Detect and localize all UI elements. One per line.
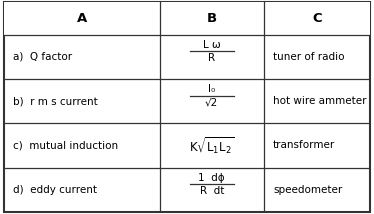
Text: b)  r m s current: b) r m s current	[13, 96, 98, 106]
Text: speedometer: speedometer	[273, 185, 342, 195]
Text: R  dt: R dt	[200, 186, 224, 196]
Text: transformer: transformer	[273, 140, 335, 150]
Text: a)  Q factor: a) Q factor	[13, 52, 72, 62]
Text: hot wire ammeter: hot wire ammeter	[273, 96, 367, 106]
Text: R: R	[208, 54, 215, 63]
Text: c)  mutual induction: c) mutual induction	[13, 140, 118, 150]
Text: $\mathrm{K}\sqrt{\mathrm{L_1 L_2}}$: $\mathrm{K}\sqrt{\mathrm{L_1 L_2}}$	[189, 135, 234, 156]
Text: L ω: L ω	[203, 40, 221, 50]
Text: A: A	[77, 12, 87, 25]
Text: d)  eddy current: d) eddy current	[13, 185, 97, 195]
Text: 1  dϕ: 1 dϕ	[199, 172, 225, 183]
Text: tuner of radio: tuner of radio	[273, 52, 344, 62]
Text: C: C	[312, 12, 322, 25]
Text: B: B	[207, 12, 217, 25]
Text: I₀: I₀	[208, 84, 215, 94]
Text: √2: √2	[205, 98, 218, 108]
Bar	[4, 2, 370, 35]
